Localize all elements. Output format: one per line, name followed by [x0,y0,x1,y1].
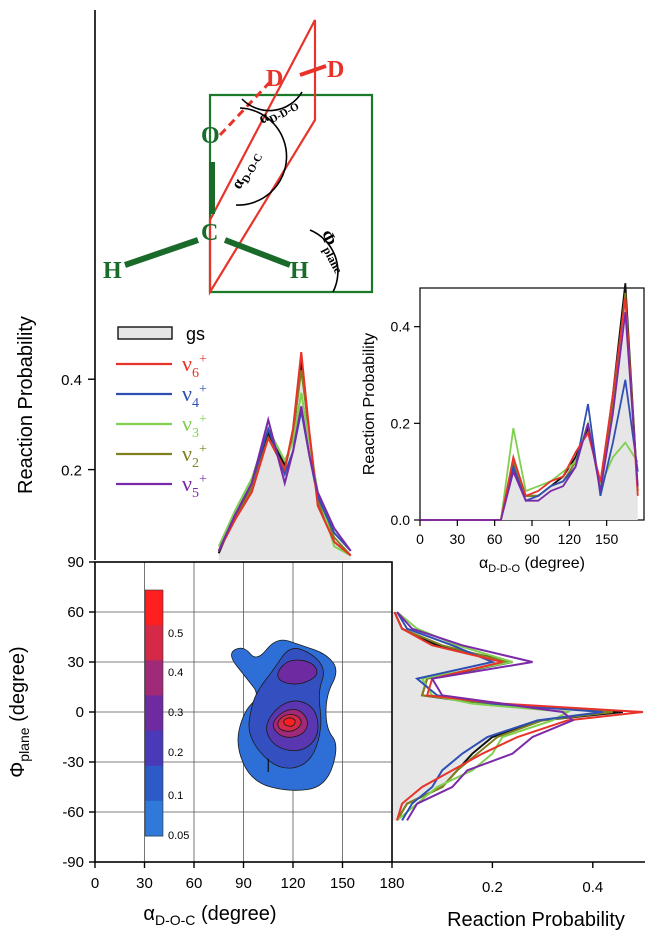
top-ylabel: Reaction Probability [15,316,37,494]
inset-ylabel: Reaction Probability [361,333,378,475]
label-phi-plane: Φplane [313,226,355,276]
label-alpha-ddo: αD-D-O [256,93,302,130]
contour-xtick-label-5: 150 [330,875,355,892]
legend-label-v2: ν2+ [182,441,207,471]
inset-xtick-label-4: 120 [558,531,582,547]
contour-xtick-label-2: 60 [186,875,203,892]
top-ytick-label-1: 0.4 [61,372,82,389]
molecule-diagram: D D O C H H αD-D-O αD-O-C Φplane [95,10,372,560]
right-xtick-label-1: 0.4 [582,879,603,896]
inset-xtick-label-5: 150 [595,531,619,547]
contour-ytick-label-2: 30 [67,654,84,671]
atom-o: O [201,123,220,149]
label-alpha-doc: αD-O-C [229,148,266,193]
atom-d2: D [327,57,344,83]
colorbar-segment-5 [145,766,163,802]
contour-xtick-label-6: 180 [379,875,404,892]
contour-ytick-label-3: 0 [76,704,84,721]
right-xtick-label-0: 0.2 [482,879,503,896]
contour-ytick-label-0: 90 [67,554,84,571]
top-ytick-label-0: 0.2 [61,463,82,480]
contour-xtick-label-1: 30 [136,875,153,892]
atom-c: C [201,220,218,246]
atom-h2: H [290,258,309,284]
contour-ytick-label-6: -90 [62,854,84,871]
colorbar-segment-0 [145,590,163,626]
right-xlabel: Reaction Probability [447,909,625,931]
inset-ytick-label-2: 0.4 [391,319,411,335]
colorbar-segment-3 [145,695,163,731]
colorbar-segment-4 [145,731,163,767]
contour-ytick-label-1: 60 [67,604,84,621]
contour-xlabel: αD-O-C (degree) [143,903,276,928]
atom-d1: D [266,66,283,92]
svg-text:αD-O-C: αD-O-C [229,148,266,193]
atom-h1: H [103,258,122,284]
colorbar-label-5: 0.05 [168,830,189,842]
legend-label-v5: ν5+ [182,471,207,501]
contour-xtick-label-3: 90 [235,875,252,892]
inset-xtick-label-0: 0 [416,531,424,547]
colorbar-label-1: 0.4 [168,667,183,679]
right-probability-chart: 0.2 0.4 Reaction Probability [392,612,645,931]
legend-label-gs: gs [186,324,205,344]
contour-level-5 [284,718,295,727]
inset-ytick-label-1: 0.2 [391,415,411,431]
colorbar-label-2: 0.3 [168,707,183,719]
bond-c-h1 [125,240,198,265]
contour-ytick-label-5: -60 [62,804,84,821]
contour-xtick-label-4: 120 [280,875,305,892]
colorbar-label-3: 0.2 [168,747,183,759]
inset-chart: 0 30 60 90 120 150 0.0 0.2 0.4 Reaction Probabil… [361,283,644,575]
legend-swatch-gs [118,327,172,339]
inset-xlabel: αD-D-O (degree) [479,555,585,575]
colorbar-segment-2 [145,660,163,696]
legend-label-v4: ν4+ [182,381,207,411]
inset-xtick-label-3: 90 [524,531,540,547]
contour-xtick-label-0: 0 [91,875,99,892]
inset-xtick-label-1: 30 [450,531,466,547]
legend: gs ν6+ν4+ν3+ν2+ν5+ [116,324,207,501]
svg-text:Φplane: Φplane [313,226,355,276]
colorbar-segment-6 [145,801,163,837]
colorbar-segment-1 [145,625,163,661]
colorbar-label-4: 0.1 [168,790,183,802]
legend-label-v6: ν6+ [182,351,207,381]
contour-chart: 0 30 60 90 120 150 180 90 60 30 0 -30 -60 -90 0.5 0.4 0… [7,554,405,928]
svg-text:αD-D-O: αD-D-O [256,93,302,130]
bond-d-d [300,66,326,75]
inset-xtick-label-2: 60 [487,531,503,547]
colorbar-label-0: 0.5 [168,628,183,640]
contour-ytick-label-4: -30 [62,754,84,771]
legend-label-v3: ν3+ [182,411,207,441]
inset-ytick-label-0: 0.0 [391,512,411,528]
contour-ylabel: Φplane (degree) [7,646,32,777]
